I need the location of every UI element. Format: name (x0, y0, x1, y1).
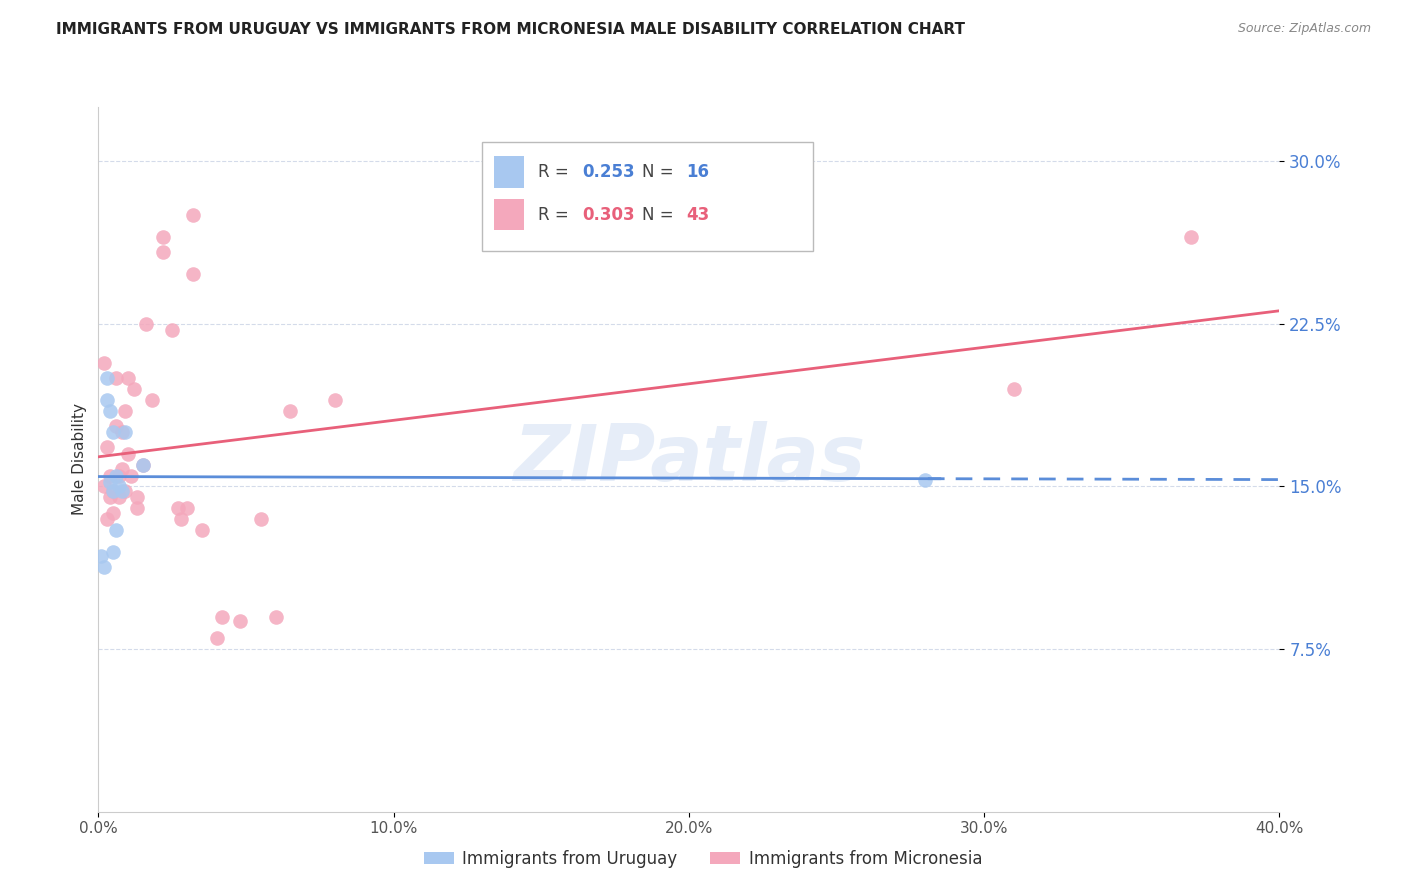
Point (125, 501, 148, 516)
Point (103, 425, 125, 440)
FancyBboxPatch shape (494, 199, 523, 230)
Point (96, 441, 118, 455)
Point (280, 403, 302, 417)
Point (162, 323, 183, 337)
Point (264, 609, 287, 624)
Point (111, 425, 134, 440)
Text: R =: R = (537, 206, 574, 224)
Point (181, 209, 204, 223)
Text: R =: R = (537, 163, 574, 181)
Point (108, 491, 131, 505)
Point (176, 501, 198, 516)
Point (205, 632, 228, 646)
Point (105, 468, 128, 483)
Point (114, 483, 136, 498)
Point (135, 317, 157, 331)
Point (250, 512, 273, 526)
Point (1002, 382, 1025, 396)
Point (108, 479, 131, 493)
Point (323, 392, 346, 407)
Text: N =: N = (641, 163, 679, 181)
Point (96, 512, 118, 526)
Point (98, 475, 121, 490)
Point (93, 479, 115, 493)
Point (96, 392, 118, 407)
Point (93, 559, 115, 574)
Point (170, 512, 193, 526)
Y-axis label: Male Disability: Male Disability (72, 403, 87, 516)
Point (122, 382, 145, 396)
Point (98, 468, 121, 483)
Text: IMMIGRANTS FROM URUGUAY VS IMMIGRANTS FROM MICRONESIA MALE DISABILITY CORRELATIO: IMMIGRANTS FROM URUGUAY VS IMMIGRANTS FR… (56, 22, 966, 37)
Point (93, 356, 115, 370)
Point (103, 506, 125, 520)
Point (181, 267, 204, 281)
Point (103, 544, 125, 558)
Point (105, 523, 128, 537)
Point (114, 403, 136, 417)
Point (167, 501, 190, 516)
Text: Source: ZipAtlas.com: Source: ZipAtlas.com (1237, 22, 1371, 36)
Point (229, 614, 252, 628)
Point (125, 491, 148, 505)
Point (105, 371, 128, 385)
Text: 0.253: 0.253 (582, 163, 636, 181)
Point (105, 418, 128, 433)
FancyBboxPatch shape (494, 156, 523, 188)
Text: 16: 16 (686, 163, 710, 181)
Point (103, 483, 125, 498)
Point (914, 473, 936, 487)
Text: 43: 43 (686, 206, 710, 224)
Point (132, 458, 155, 472)
Point (141, 392, 163, 407)
Point (132, 458, 155, 472)
Point (98, 403, 121, 417)
Point (96, 371, 118, 385)
Point (152, 245, 174, 260)
Text: 0.303: 0.303 (582, 206, 636, 224)
Legend: Immigrants from Uruguay, Immigrants from Micronesia: Immigrants from Uruguay, Immigrants from… (418, 844, 988, 875)
Point (90, 549, 112, 563)
Point (1180, 230, 1202, 244)
Point (117, 371, 139, 385)
Point (117, 447, 139, 461)
FancyBboxPatch shape (482, 142, 813, 252)
Point (111, 483, 134, 498)
Point (114, 425, 136, 440)
Text: N =: N = (641, 206, 679, 224)
Point (108, 468, 131, 483)
Point (98, 491, 121, 505)
Point (103, 483, 125, 498)
Point (211, 609, 233, 624)
Text: ZIPatlas: ZIPatlas (513, 421, 865, 498)
Point (111, 462, 134, 476)
Point (120, 468, 142, 483)
Point (152, 230, 174, 244)
Point (191, 523, 214, 537)
